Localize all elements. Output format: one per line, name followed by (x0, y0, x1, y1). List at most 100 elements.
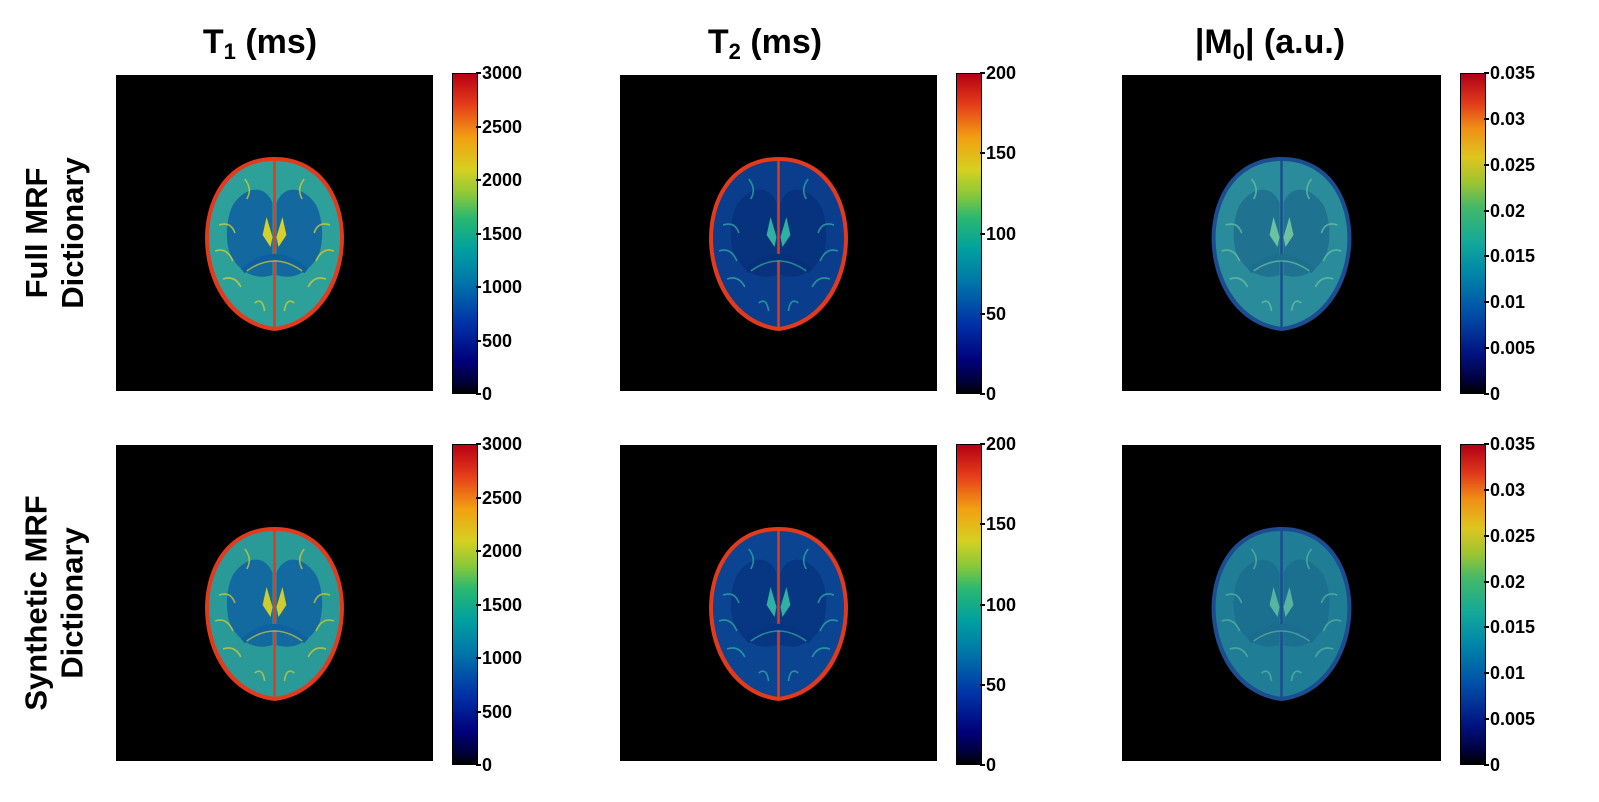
colorbar-tick-label: 0.02 (1483, 571, 1526, 592)
sulcus (758, 670, 770, 682)
sulcus (218, 223, 236, 234)
sulcus (218, 593, 236, 604)
sulcus (222, 647, 242, 658)
ventricle-right (1283, 587, 1294, 617)
ventricle-right (1283, 217, 1294, 247)
colorbar-tick-label: 200 (979, 434, 1017, 454)
ventricle-left (1269, 217, 1280, 247)
panel-synthetic-t2 (620, 445, 937, 761)
sulcus (1250, 548, 1257, 570)
colorbar-tick-label: 100 (979, 594, 1017, 615)
colorbar-tick-label: 0.035 (1483, 63, 1536, 83)
posterior-arc (240, 624, 309, 644)
sulcus (1221, 249, 1241, 262)
sulcus (1221, 619, 1241, 632)
sulcus (1229, 277, 1249, 288)
sulcus (722, 593, 740, 604)
posterior-arc (744, 624, 813, 644)
colorbar-tick-label: 0.005 (1483, 709, 1536, 730)
sulcus (313, 223, 331, 234)
sulcus (1320, 593, 1338, 604)
posterior-arc (240, 254, 309, 274)
sulcus (1320, 223, 1338, 234)
colorbar-tick-label: 500 (475, 701, 513, 722)
posterior-arc-highlight (750, 260, 807, 272)
brain-slice-image (1211, 527, 1352, 701)
column-title-t1: T1 (ms) (202, 23, 318, 64)
sulcus (315, 249, 335, 262)
white-matter-left (226, 559, 273, 647)
ventricle-right (276, 587, 287, 617)
sulcus (1306, 178, 1313, 200)
sulcus (748, 548, 755, 570)
sulcus (1225, 593, 1243, 604)
brain-slice-image (205, 157, 344, 331)
sulcus (244, 178, 251, 200)
sulcus (313, 593, 331, 604)
sulcus (726, 647, 746, 658)
posterior-arc (1247, 254, 1316, 274)
sulcus (802, 178, 809, 200)
colorbar-tick-label: 0 (1483, 384, 1501, 404)
ventricle-left (262, 217, 273, 247)
white-matter-left (1233, 189, 1280, 277)
sulcus (817, 223, 835, 234)
sulcus (1229, 647, 1249, 658)
sulcus (1261, 300, 1273, 312)
brain-slice-image (709, 527, 848, 701)
sulcus (1225, 223, 1243, 234)
sulcus (283, 300, 295, 312)
ventricle-right (780, 587, 791, 617)
sulcus (222, 277, 242, 288)
colorbar-tick-label: 50 (979, 674, 1007, 695)
white-matter-left (730, 189, 777, 277)
colorbar-tick-label: 2500 (475, 487, 523, 508)
ventricle-left (1269, 587, 1280, 617)
ventricle-left (262, 587, 273, 617)
brain-slice-image (1211, 157, 1352, 331)
colorbar-tick-label: 0.02 (1483, 200, 1526, 221)
colorbar-synthetic-t2 (956, 444, 982, 765)
colorbar-tick-label: 0 (1483, 755, 1501, 775)
column-title-t2: T2 (ms) (707, 23, 823, 64)
colorbar-tick-label: 0 (475, 384, 493, 404)
panel-synthetic-m0 (1122, 445, 1441, 761)
sulcus (298, 548, 305, 570)
colorbar-tick-label: 3000 (475, 63, 523, 83)
white-matter-left (730, 559, 777, 647)
posterior-arc-highlight (750, 630, 807, 642)
sulcus (254, 300, 266, 312)
sulcus (819, 249, 839, 262)
sulcus (748, 178, 755, 200)
colorbar-tick-label: 0.03 (1483, 479, 1526, 500)
panel-synthetic-t1 (116, 445, 433, 761)
posterior-arc (744, 254, 813, 274)
colorbar-tick-label: 2000 (475, 541, 523, 561)
sulcus (283, 670, 295, 682)
colorbar-tick-label: 150 (979, 143, 1017, 164)
sulcus (1290, 300, 1302, 312)
sulcus (811, 277, 831, 288)
colorbar-synthetic-m0 (1460, 444, 1486, 765)
colorbar-tick-label: 0.01 (1483, 292, 1526, 313)
colorbar-tick-label: 3000 (475, 434, 523, 454)
panel-full-t2 (620, 75, 937, 391)
sulcus (726, 277, 746, 288)
colorbar-tick-label: 1000 (475, 277, 523, 297)
posterior-arc-highlight (246, 260, 303, 272)
sulcus (718, 619, 738, 632)
posterior-arc-highlight (246, 630, 303, 642)
colorbar-synthetic-t1 (452, 444, 478, 765)
colorbar-tick-label: 100 (979, 223, 1017, 244)
white-matter-left (226, 189, 273, 277)
panel-full-t1 (116, 75, 433, 391)
colorbar-tick-label: 0 (475, 755, 493, 775)
colorbar-tick-label: 0.005 (1483, 338, 1536, 359)
sulcus (298, 178, 305, 200)
sulcus (1314, 647, 1334, 658)
row-label-synthetic: Synthetic MRF Dictionary (19, 495, 91, 711)
colorbar-tick-label: 0.025 (1483, 525, 1536, 546)
sulcus (1322, 619, 1342, 632)
sulcus (315, 619, 335, 632)
white-matter-right (1283, 189, 1330, 277)
